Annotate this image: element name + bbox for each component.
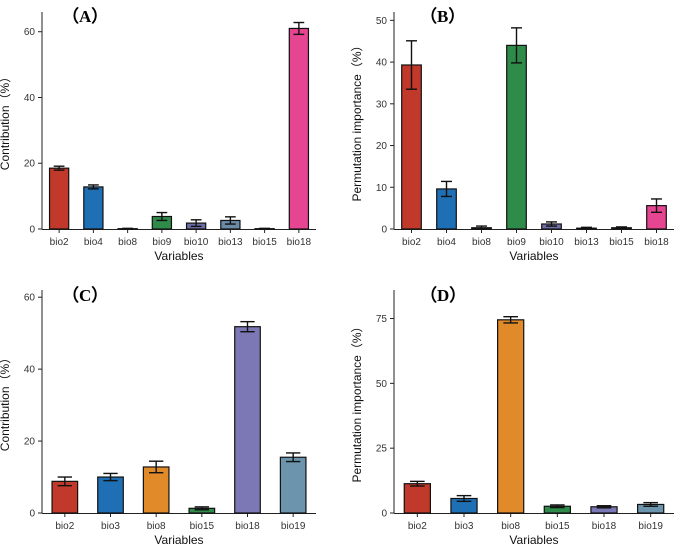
x-tick-label-bio18: bio18 [287,237,312,248]
panel-a: （A） 0 20 40 60 bio2 bio4 bio8 bio9 bio10 bio13 bio1… [0,6,316,263]
y-axis-label: Contribution（%） [0,71,12,170]
bar-bio3 [97,476,124,514]
y-tick-label: 0 [381,509,387,520]
bar-bio8 [497,319,525,514]
panel-d: （D） 0 25 50 75 bio2 bio3 bio8 bio15 bio18 bio19 Var… [350,285,674,547]
panel-label: （B） [420,6,465,26]
x-tick-label-bio8: bio8 [472,237,491,248]
y-tick-label: 0 [381,225,387,236]
panel-b: （B） 0 10 20 30 40 50 bio2 bio4 bio8 bio9 bio10 bio13… [350,6,674,263]
y-tick-label: 60 [24,293,36,304]
y-tick-label: 30 [376,99,388,110]
y-tick-label: 0 [29,225,35,236]
bar-bio8 [142,466,170,514]
x-tick-label-bio19: bio19 [638,521,663,532]
x-axis-label: Variables [154,533,203,547]
y-tick-label: 50 [376,379,388,390]
x-tick-label-bio3: bio3 [101,521,120,532]
x-tick-label-bio15: bio15 [252,237,277,248]
x-axis-label: Variables [509,533,558,547]
x-tick-label-bio18: bio18 [235,521,260,532]
y-axis-label: Contribution（%） [0,352,12,451]
x-tick-label-bio19: bio19 [281,521,306,532]
y-axis-label: Permutation importance（%） [350,320,364,482]
bar-bio2 [48,167,70,230]
y-tick-label: 60 [24,27,36,38]
bar-bio18 [288,27,310,230]
x-tick-label-bio3: bio3 [455,521,474,532]
x-tick-label-bio13: bio13 [574,237,599,248]
y-tick-label: 75 [376,314,388,325]
y-tick-label: 20 [24,159,36,170]
y-tick-label: 0 [29,509,35,520]
panel-label: （A） [62,6,108,26]
x-tick-label-bio4: bio4 [437,237,456,248]
x-tick-label-bio18: bio18 [592,521,617,532]
y-tick-label: 50 [376,16,388,27]
x-tick-label-bio8: bio8 [147,521,166,532]
y-tick-label: 40 [24,93,36,104]
x-tick-label-bio2: bio2 [402,237,421,248]
bar-bio2 [403,483,431,514]
x-tick-label-bio2: bio2 [55,521,74,532]
bar-bio9 [506,44,527,230]
y-tick-label: 25 [376,444,388,455]
x-tick-label-bio9: bio9 [507,237,526,248]
x-tick-label-bio10: bio10 [184,237,209,248]
x-axis-label: Variables [509,249,558,263]
panel-label: （D） [420,285,466,305]
bar-bio19 [279,456,307,514]
x-tick-label-bio15: bio15 [609,237,634,248]
x-tick-label-bio10: bio10 [539,237,564,248]
y-tick-label: 20 [376,141,388,152]
y-tick-label: 10 [376,183,388,194]
x-tick-label-bio4: bio4 [84,237,103,248]
bar-bio2 [51,480,79,514]
x-tick-label-bio8: bio8 [118,237,137,248]
panel-label: （C） [62,285,108,305]
x-tick-label-bio2: bio2 [50,237,69,248]
y-tick-label: 40 [24,365,36,376]
x-tick-label-bio18: bio18 [644,237,669,248]
y-tick-label: 20 [24,437,36,448]
x-tick-label-bio15: bio15 [190,521,215,532]
y-tick-label: 40 [376,58,388,69]
y-axis-label: Permutation importance（%） [350,39,364,201]
x-axis-label: Variables [154,249,203,263]
x-tick-label-bio2: bio2 [408,521,427,532]
x-tick-label-bio8: bio8 [501,521,520,532]
x-tick-label-bio13: bio13 [218,237,243,248]
x-tick-label-bio15: bio15 [545,521,570,532]
panel-c: （C） 0 20 40 60 bio2 bio3 bio8 bio15 bio18 bio19 Var… [0,285,316,547]
bar-bio18 [234,326,261,514]
bar-bio4 [83,186,104,230]
x-tick-label-bio9: bio9 [152,237,171,248]
